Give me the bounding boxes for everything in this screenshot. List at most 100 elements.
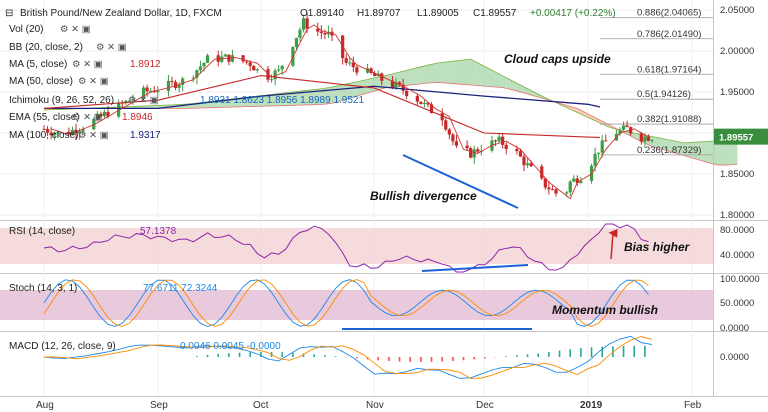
macd-histogram-bar [398,357,401,362]
time-axis[interactable]: Aug Sep Oct Nov Dec 2019 Feb [36,400,702,411]
macd-histogram-bar [238,352,241,357]
candle-body [469,148,473,158]
candle-body [465,145,469,149]
rsi-value: 57.1378 [140,226,177,237]
bar-high: H1.89707 [357,8,401,19]
stochastic-pane[interactable]: Stoch (14, 3, 1) 77.6711 72.3244 100.0000 5… [0,274,760,334]
cloud-segment [541,96,546,100]
rsi-pane[interactable]: RSI (14, close) 57.1378 80.0000 40.0000 [0,223,754,273]
cloud-segment [413,67,418,85]
macd-pane[interactable]: MACD (12, 26, close, 9) 0.0046 0.0045 -0.… [9,335,749,380]
candle-body [515,149,519,152]
candle-body [501,136,505,145]
collapse-icon[interactable]: ⊟ [5,8,13,19]
cloud-segment [310,89,315,105]
cloud-segment [730,139,734,165]
candle-body [454,141,459,146]
cloud-segment [477,62,482,86]
candle-body [650,140,654,142]
cloud-segment [371,77,375,92]
candle-body [280,65,284,70]
cloud-segment [271,94,276,106]
candle-body [547,187,551,190]
bar-low: L1.89005 [417,8,459,19]
price-grid [0,0,713,396]
stoch-band [0,290,713,320]
price-tick: 1.80000 [720,210,754,221]
macd-histogram-bar [441,357,444,362]
macd-histogram-bar [196,355,198,357]
candle-body [223,54,227,57]
indicator-controls-icon: ⚙ ✕ ▣ [128,95,159,106]
cloud-segment [296,91,300,106]
chart-header: ⊟ British Pound/New Zealand Dollar, 1D, … [5,8,616,19]
macd-label: MACD (12, 26, close, 9) [9,341,116,352]
candle-body [252,65,256,71]
candle-body [401,84,405,91]
time-tick: Oct [253,400,269,411]
macd-histogram-bar [281,352,284,357]
macd-histogram-bar [324,355,326,357]
cloud-segment [410,68,414,86]
indicator-label: EMA (55, close) [9,112,80,123]
candle-body [92,119,96,130]
candle-body [255,69,259,71]
ma5-line [50,24,649,200]
macd-histogram-bar [292,352,294,357]
fib-label: 0.382(1.91088) [637,114,701,125]
macd-histogram-bar [580,348,582,357]
cloud-segment [154,105,158,109]
cloud-segment [705,141,709,163]
candle-body [568,181,572,193]
candle-body [294,37,299,47]
cloud-segment [687,142,692,158]
candle-body [305,18,309,29]
macd-histogram-bar [420,357,422,362]
cloud-segment [300,90,304,106]
cloud-segment [218,100,222,108]
candle-body [149,90,153,92]
price-axis[interactable]: 2.050002.000001.950001.900001.850001.800… [714,5,768,221]
cloud-segment [257,95,261,107]
candle-body [301,18,306,30]
fib-label: 0.886(2.04065) [637,8,701,19]
current-price-badge [714,128,768,145]
cloud-segment [264,94,268,107]
indicator-controls-icon: ⚙ ✕ ▣ [78,76,109,87]
rsi-tick-40: 40.0000 [720,250,754,261]
indicator-label: BB (20, close, 2) [9,42,83,53]
candle-body [394,82,398,88]
price-tick: 1.85000 [720,169,754,180]
fib-label: 0.618(1.97164) [637,64,701,75]
stoch-d-line [43,279,649,327]
rsi-annotation: Bias higher [624,240,691,254]
candle-body [102,111,107,117]
indicator-label: MA (5, close) [9,59,67,70]
time-tick: Sep [150,400,168,411]
price-pane[interactable]: 0.886(2.04065) 0.786(2.01490) 0.618(1.9716… [0,0,738,396]
cloud-segment [445,61,450,84]
candle-body [621,125,626,130]
cloud-segment [239,97,244,107]
cloud-segment [442,62,446,84]
current-price-label: 1.89557 [719,133,753,144]
cloud-segment [214,100,219,108]
macd-histogram-bar [505,356,508,357]
candle-body [141,87,146,100]
cloud-segment [328,87,332,105]
cloud-segment [424,65,428,84]
cloud-segment [243,97,247,107]
cloud-segment [150,105,155,109]
candle-body [355,67,359,73]
indicator-label: MA (50, close) [9,76,73,87]
indicator-value: 1.8946 [122,112,153,123]
stoch-tick-0: 0.0000 [720,323,749,334]
cloud-segment [385,74,389,88]
cloud-segment [662,138,667,151]
ichimoku-cloud [43,58,738,166]
rsi-band [0,228,713,264]
macd-histogram-bar [409,357,412,362]
macd-histogram-bar [356,357,358,359]
